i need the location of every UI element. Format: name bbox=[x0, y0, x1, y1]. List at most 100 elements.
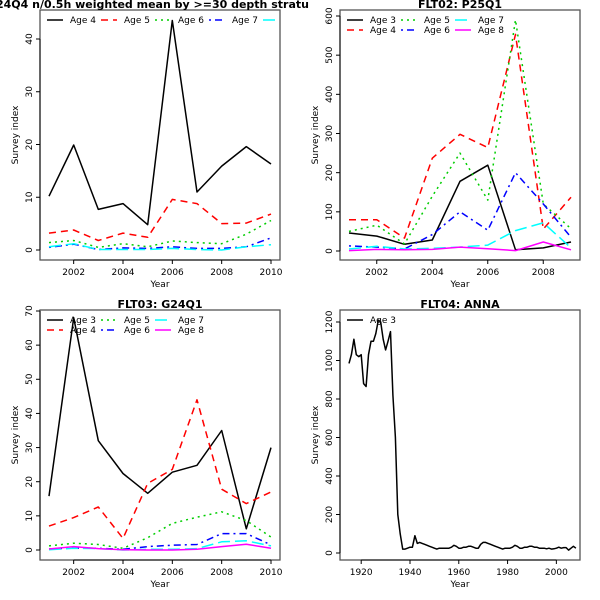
legend-label: Age 5 bbox=[424, 16, 450, 26]
y-tick-label: 1200 bbox=[325, 310, 335, 333]
legend-label: Age 6 bbox=[178, 16, 204, 26]
panel-title: FLT04: ANNA bbox=[420, 298, 500, 311]
legend-label: Age 3 bbox=[370, 16, 396, 26]
legend-label: Age 8 bbox=[178, 326, 204, 336]
legend-label: Age 7 bbox=[178, 316, 204, 326]
x-tick-label: 2008 bbox=[210, 568, 233, 578]
series-line-age-6 bbox=[48, 532, 272, 551]
y-tick-label: 200 bbox=[325, 164, 335, 181]
legend-label: Age 3 bbox=[370, 316, 396, 326]
y-tick-label: 600 bbox=[325, 7, 335, 24]
series-line-age-8 bbox=[348, 241, 572, 252]
y-tick-label: 0 bbox=[325, 248, 335, 254]
y-tick-label: 500 bbox=[325, 46, 335, 63]
y-tick-label: 60 bbox=[25, 339, 35, 351]
y-tick-label: 300 bbox=[325, 125, 335, 142]
series-line-age-4 bbox=[48, 399, 272, 540]
y-tick-label: 400 bbox=[325, 467, 335, 484]
panel-title: 1: G24Q4 n/0.5h weighted mean by >=30 de… bbox=[0, 0, 309, 11]
y-tick-label: 70 bbox=[25, 305, 35, 317]
series-line-age-4 bbox=[48, 19, 272, 226]
plot-frame bbox=[39, 9, 281, 261]
panel-3: FLT03: G24Q1 2002 2004 2006 2008 2010 Year 0 10 2… bbox=[11, 298, 283, 590]
series-line-age-3 bbox=[348, 319, 577, 551]
y-axis-label: Survey index bbox=[311, 405, 321, 464]
y-tick-label: 600 bbox=[325, 429, 335, 446]
legend-label: Age 7 bbox=[478, 16, 504, 26]
panel-title: FLT03: G24Q1 bbox=[117, 298, 202, 311]
x-tick-label: 2004 bbox=[112, 268, 135, 278]
legend-label: Age 4 bbox=[70, 326, 96, 336]
x-tick-label: 1940 bbox=[399, 568, 422, 578]
series-line-age-5 bbox=[348, 19, 572, 245]
series-line-age-7 bbox=[48, 237, 272, 251]
x-axis-label: Year bbox=[449, 280, 469, 290]
y-tick-label: 0 bbox=[25, 547, 35, 553]
series-line-age-6 bbox=[48, 219, 272, 249]
panel-title: FLT02: P25Q1 bbox=[418, 0, 502, 11]
y-tick-label: 40 bbox=[25, 33, 35, 45]
y-tick-label: 100 bbox=[325, 203, 335, 220]
x-tick-label: 2004 bbox=[112, 568, 135, 578]
x-tick-label: 2010 bbox=[260, 268, 283, 278]
y-tick-label: 40 bbox=[25, 407, 35, 419]
panel-4: FLT04: ANNA 1920 1940 1960 1980 2000 Year 0 200 4… bbox=[311, 298, 581, 590]
y-tick-label: 1000 bbox=[325, 349, 335, 372]
series-line-age-7 bbox=[348, 222, 572, 250]
y-axis-label: Survey index bbox=[11, 405, 21, 464]
legend-label: Age 4 bbox=[70, 16, 96, 26]
y-tick-label: 800 bbox=[325, 390, 335, 407]
legend: Age 3 bbox=[347, 316, 396, 326]
x-tick-label: 1920 bbox=[350, 568, 373, 578]
series-line-age-5 bbox=[48, 198, 272, 242]
legend-label: Age 6 bbox=[424, 26, 450, 36]
x-tick-label: 2006 bbox=[476, 268, 499, 278]
y-tick-label: 30 bbox=[25, 86, 35, 98]
y-tick-label: 0 bbox=[325, 550, 335, 556]
series-line-age-8 bbox=[48, 543, 272, 551]
legend-label: Age 3 bbox=[70, 316, 96, 326]
series-line-age-3 bbox=[348, 164, 572, 251]
x-axis-label: Year bbox=[449, 580, 469, 590]
series-line-unnamed bbox=[48, 242, 272, 251]
series-line-age-5 bbox=[48, 511, 272, 550]
x-tick-label: 2002 bbox=[62, 568, 85, 578]
legend: Age 4 Age 5 Age 6 Age 7 bbox=[47, 16, 279, 26]
legend-label: Age 6 bbox=[124, 326, 150, 336]
y-tick-label: 50 bbox=[25, 373, 35, 385]
y-axis-label: Survey index bbox=[11, 105, 21, 164]
x-tick-label: 2010 bbox=[260, 568, 283, 578]
series-line-age-3 bbox=[48, 317, 272, 530]
x-tick-label: 2004 bbox=[421, 268, 444, 278]
legend-label: Age 8 bbox=[478, 26, 504, 36]
y-tick-label: 0 bbox=[25, 247, 35, 253]
legend-label: Age 5 bbox=[124, 316, 150, 326]
legend-label: Age 7 bbox=[232, 16, 258, 26]
x-axis-label: Year bbox=[149, 280, 169, 290]
x-axis-label: Year bbox=[149, 580, 169, 590]
y-tick-label: 200 bbox=[325, 506, 335, 523]
y-tick-label: 10 bbox=[25, 510, 35, 522]
panel-1: 1: G24Q4 n/0.5h weighted mean by >=30 de… bbox=[0, 0, 309, 290]
plot-frame bbox=[339, 309, 581, 561]
series-line-age-6 bbox=[348, 171, 572, 250]
panel-2: FLT02: P25Q1 2002 2004 2006 2008 Year 0 100 200 3… bbox=[311, 0, 581, 290]
y-tick-label: 20 bbox=[25, 139, 35, 151]
x-tick-label: 2008 bbox=[210, 268, 233, 278]
x-tick-label: 2002 bbox=[62, 268, 85, 278]
x-tick-label: 2002 bbox=[365, 268, 388, 278]
x-tick-label: 2006 bbox=[161, 568, 184, 578]
x-tick-label: 2006 bbox=[161, 268, 184, 278]
y-tick-label: 20 bbox=[25, 476, 35, 488]
y-axis-label: Survey index bbox=[311, 105, 321, 164]
x-tick-label: 2008 bbox=[532, 268, 555, 278]
y-tick-label: 400 bbox=[325, 85, 335, 102]
series-line-age-4 bbox=[349, 33, 572, 239]
x-tick-label: 1980 bbox=[496, 568, 519, 578]
x-tick-label: 1960 bbox=[447, 568, 470, 578]
y-tick-label: 10 bbox=[25, 191, 35, 203]
